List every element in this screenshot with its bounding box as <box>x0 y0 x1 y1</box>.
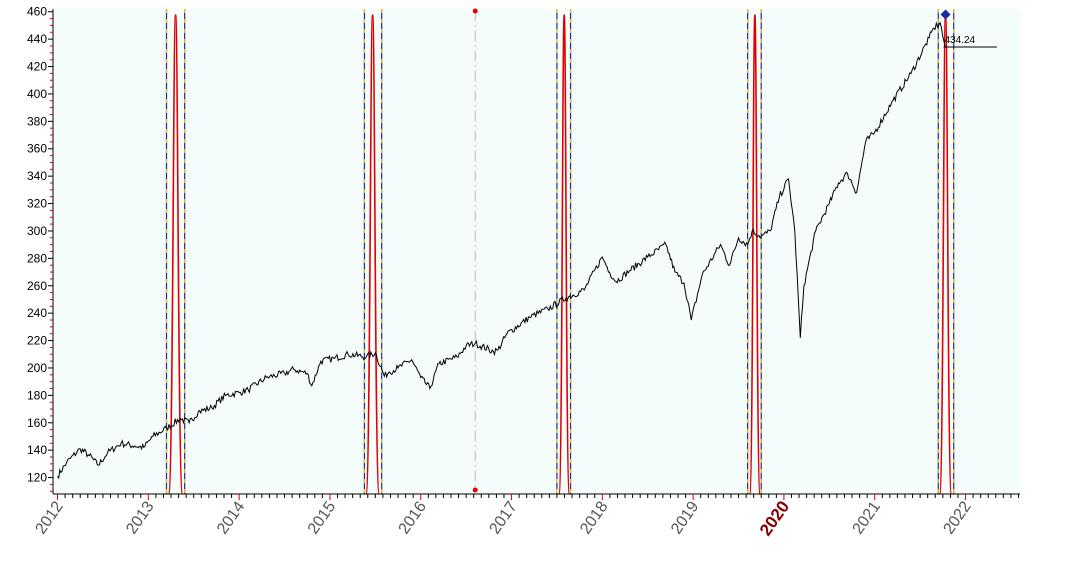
last-value-callout: 434.24 <box>943 35 997 48</box>
cycle-1-peak-curve <box>167 14 184 495</box>
divider-top-dot <box>472 8 478 14</box>
y-tick-label: 160 <box>27 416 47 430</box>
y-tick-label: 140 <box>27 443 47 457</box>
markers <box>940 9 951 20</box>
y-tick-label: 320 <box>27 197 47 211</box>
y-tick-label: 240 <box>27 306 47 320</box>
x-tick-label: 2014 <box>214 498 248 537</box>
x-tick-label: 2016 <box>396 498 430 537</box>
x-tick-label: 2019 <box>668 498 702 537</box>
plot-background <box>53 9 1020 494</box>
y-tick-label: 260 <box>27 279 47 293</box>
y-axis: 120 140 160 180 200 220 240 260 280 300 320 340 360 3… <box>27 5 54 494</box>
y-tick-label: 460 <box>27 5 47 19</box>
x-tick-label: 2021 <box>850 498 884 537</box>
x-tick-label: 2022 <box>940 498 974 537</box>
y-tick-label: 280 <box>27 251 47 265</box>
price-line <box>57 21 946 480</box>
y-tick-label: 300 <box>27 224 47 238</box>
last-value-label: 434.24 <box>945 35 976 46</box>
peak-diamond-marker <box>940 9 951 20</box>
y-tick-label: 380 <box>27 114 47 128</box>
x-tick-label-highlighted: 2020 <box>756 497 793 539</box>
y-tick-label: 420 <box>27 60 47 74</box>
cycle-overlays <box>165 9 955 495</box>
x-axis: 2012 2013 2014 2015 2016 2017 2018 2019 2020 2021… <box>32 493 1020 539</box>
mid-divider <box>472 8 478 493</box>
x-tick-label: 2013 <box>123 498 157 537</box>
cycle-2-peak-curve <box>365 14 381 495</box>
y-tick-label: 340 <box>27 169 47 183</box>
x-tick-label: 2018 <box>577 498 611 537</box>
y-tick-label: 220 <box>27 334 47 348</box>
cycle-4-peak-curve <box>748 14 761 495</box>
y-tick-label: 400 <box>27 87 47 101</box>
cycle-3-peak-curve <box>558 14 571 495</box>
x-tick-label: 2015 <box>305 498 339 537</box>
y-tick-label: 360 <box>27 142 47 156</box>
y-tick-label: 180 <box>27 388 47 402</box>
y-tick-label: 200 <box>27 361 47 375</box>
x-tick-label: 2017 <box>486 498 520 537</box>
divider-bottom-dot <box>472 487 478 493</box>
y-tick-label: 120 <box>27 471 47 485</box>
x-tick-label: 2012 <box>32 498 66 537</box>
y-tick-label: 440 <box>27 32 47 46</box>
